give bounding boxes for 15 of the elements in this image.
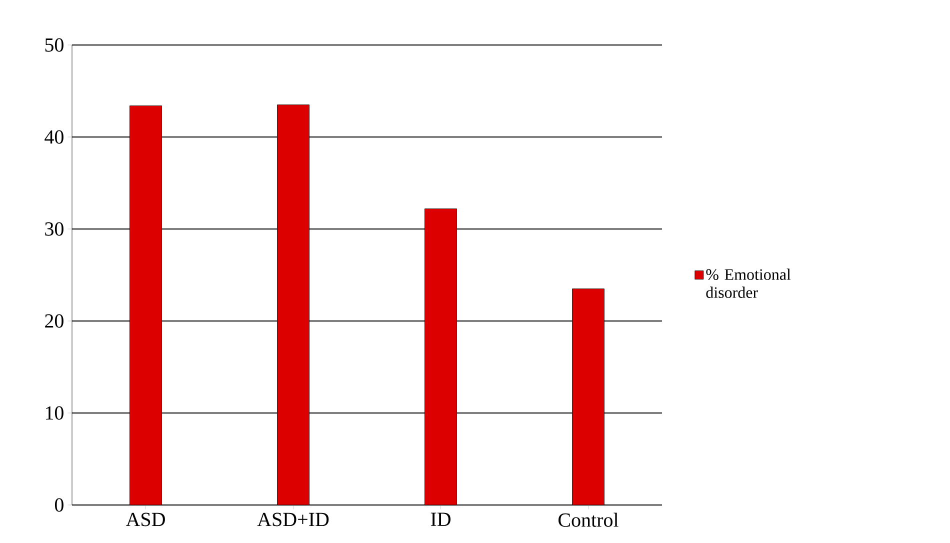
bar (572, 288, 604, 505)
bar (277, 104, 310, 505)
x-tick-label: ASD+ID (257, 512, 329, 526)
legend-label: % Emotional disorder (706, 268, 791, 298)
y-tick-label: 10 (46, 406, 64, 420)
x-tick-label: ID (430, 512, 451, 526)
bar (424, 208, 457, 505)
y-tick-label: 50 (45, 38, 64, 52)
x-tick-label: ASD (126, 512, 165, 526)
y-tick-label: 0 (54, 498, 64, 512)
y-tick-label: 20 (45, 314, 64, 328)
y-tick-label: 30 (45, 222, 64, 236)
y-tick-label: 40 (44, 130, 64, 144)
bar (130, 106, 162, 505)
x-tick-label: Control (558, 512, 618, 527)
